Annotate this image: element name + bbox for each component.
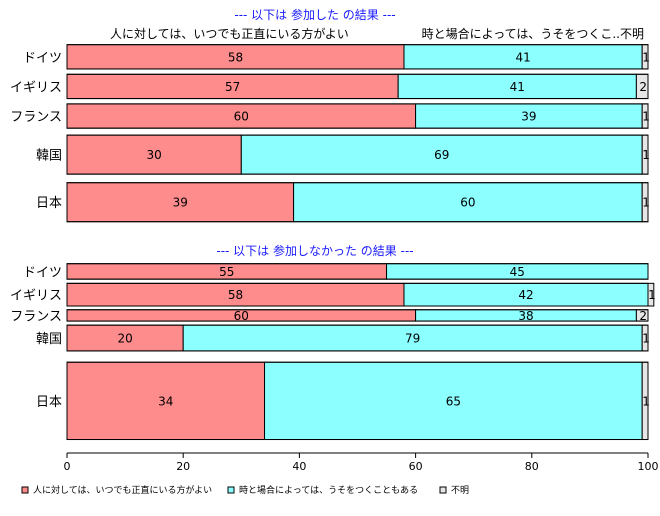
category-label: イギリス xyxy=(10,80,62,95)
data-label: 1 xyxy=(642,148,650,162)
bar-segment xyxy=(182,324,643,352)
data-label: 79 xyxy=(405,332,420,346)
data-label: 60 xyxy=(234,110,249,124)
bar-frame xyxy=(66,282,649,307)
data-label: 41 xyxy=(515,50,530,64)
bar-frame xyxy=(66,44,649,70)
data-label: 39 xyxy=(521,110,536,124)
data-label: 38 xyxy=(518,309,533,323)
data-label: 2 xyxy=(639,80,647,94)
data-label: 65 xyxy=(446,394,461,408)
column-header-left: 人に対しては、いつでも正直にいる方がよい xyxy=(110,26,349,41)
bar-frame xyxy=(66,361,649,441)
data-label: 1 xyxy=(642,50,650,64)
category-label: ドイツ xyxy=(23,51,62,66)
category-label: フランス xyxy=(10,309,62,324)
data-label: 57 xyxy=(225,80,240,94)
data-label: 55 xyxy=(219,265,234,279)
legend-label: 人に対しては、いつでも正直にいる方がよい xyxy=(33,484,212,496)
data-label: 1 xyxy=(642,110,650,124)
legend-swatch xyxy=(21,486,29,494)
bar-segment xyxy=(66,73,399,100)
bar-frame xyxy=(66,134,649,175)
bar-segment xyxy=(293,182,643,223)
data-label: 69 xyxy=(434,148,449,162)
data-label: 39 xyxy=(173,196,188,210)
data-label: 1 xyxy=(648,288,656,302)
bar-frame xyxy=(66,103,649,129)
bar-frame xyxy=(66,182,649,223)
category-label: ドイツ xyxy=(23,265,62,280)
category-label: イギリス xyxy=(10,289,62,304)
x-tick-label: 100 xyxy=(638,460,659,473)
panel-title: --- 以下は 参加した の結果 --- xyxy=(234,7,395,22)
data-label: 45 xyxy=(510,265,525,279)
bar-segment xyxy=(415,103,643,129)
bar-frame xyxy=(66,73,649,100)
data-label: 30 xyxy=(147,148,162,162)
data-label: 1 xyxy=(642,394,650,408)
data-label: 58 xyxy=(228,288,243,302)
data-label: 20 xyxy=(117,332,132,346)
data-label: 58 xyxy=(228,50,243,64)
bar-segment xyxy=(66,44,405,70)
legend-swatch xyxy=(227,486,235,494)
bar-segment xyxy=(403,44,643,70)
data-label: 60 xyxy=(234,309,249,323)
bar-segment xyxy=(66,361,266,441)
category-label: 日本 xyxy=(36,395,62,410)
panel-title: --- 以下は 参加しなかった の結果 --- xyxy=(216,243,413,258)
x-tick-label: 0 xyxy=(64,460,71,473)
data-label: 1 xyxy=(642,332,650,346)
bar-segment xyxy=(66,103,417,129)
legend-label: 不明 xyxy=(451,485,469,496)
data-label: 42 xyxy=(518,288,533,302)
category-label: 韓国 xyxy=(36,149,62,164)
x-tick-label: 60 xyxy=(409,460,423,473)
category-label: フランス xyxy=(10,110,62,125)
data-label: 41 xyxy=(510,80,525,94)
data-label: 1 xyxy=(642,196,650,210)
category-label: 日本 xyxy=(36,196,62,211)
bar-frame xyxy=(66,324,649,352)
x-tick-label: 80 xyxy=(525,460,539,473)
bar-frame xyxy=(66,309,649,322)
category-label: 韓国 xyxy=(36,332,62,347)
bar-segment xyxy=(264,361,643,441)
x-tick-label: 20 xyxy=(176,460,190,473)
data-label: 34 xyxy=(158,394,173,408)
x-tick-label: 40 xyxy=(292,460,306,473)
data-label: 2 xyxy=(639,309,647,323)
bar-segment xyxy=(240,134,643,175)
legend-swatch xyxy=(439,486,447,494)
legend-label: 時と場合によっては、うそをつくこともある xyxy=(239,484,418,496)
column-header-right: 時と場合によっては、うそをつくこ..不明 xyxy=(422,26,644,41)
data-label: 60 xyxy=(460,196,475,210)
bar-frame xyxy=(66,263,649,280)
